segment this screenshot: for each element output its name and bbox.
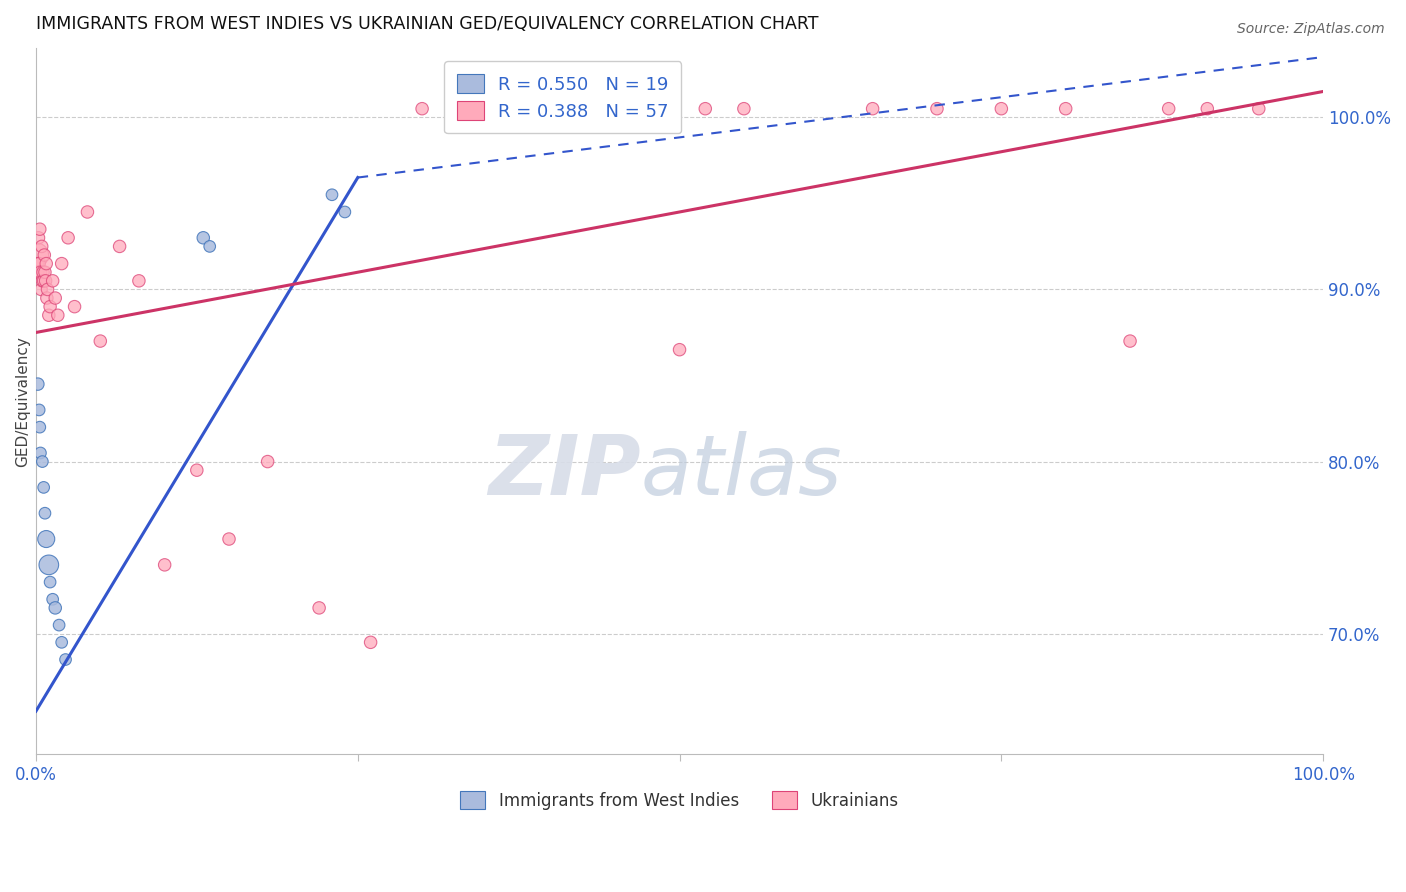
Point	[1157, 102, 1180, 116]
Point	[308, 600, 330, 615]
Point	[51, 257, 73, 271]
Point	[623, 102, 645, 116]
Point	[89, 334, 111, 348]
Point	[925, 102, 948, 116]
Point	[733, 102, 755, 116]
Point	[30, 265, 52, 279]
Point	[990, 102, 1012, 116]
Point	[25, 257, 48, 271]
Point	[578, 102, 600, 116]
Point	[256, 454, 278, 468]
Point	[41, 274, 63, 288]
Point	[56, 231, 79, 245]
Point	[41, 592, 63, 607]
Point	[76, 205, 98, 219]
Point	[34, 248, 56, 262]
Point	[25, 248, 48, 262]
Point	[39, 575, 62, 590]
Point	[862, 102, 884, 116]
Point	[475, 102, 498, 116]
Point	[193, 231, 215, 245]
Point	[1119, 334, 1142, 348]
Point	[108, 239, 131, 253]
Point	[35, 257, 58, 271]
Point	[360, 635, 382, 649]
Point	[411, 102, 433, 116]
Point	[198, 239, 221, 253]
Point	[37, 282, 59, 296]
Point	[333, 205, 356, 219]
Y-axis label: GED/Equivalency: GED/Equivalency	[15, 336, 31, 467]
Point	[218, 532, 240, 546]
Point	[48, 618, 70, 632]
Point	[30, 446, 52, 460]
Text: ZIP: ZIP	[488, 432, 641, 512]
Point	[32, 480, 55, 494]
Legend: Immigrants from West Indies, Ukrainians: Immigrants from West Indies, Ukrainians	[454, 784, 905, 816]
Point	[32, 274, 55, 288]
Point	[128, 274, 150, 288]
Point	[540, 102, 562, 116]
Point	[186, 463, 208, 477]
Point	[32, 265, 55, 279]
Point	[39, 300, 62, 314]
Point	[27, 265, 49, 279]
Point	[55, 652, 77, 666]
Point	[38, 558, 60, 572]
Point	[643, 102, 665, 116]
Point	[565, 102, 588, 116]
Point	[63, 300, 86, 314]
Point	[655, 102, 678, 116]
Point	[30, 282, 52, 296]
Point	[27, 377, 49, 392]
Text: IMMIGRANTS FROM WEST INDIES VS UKRAINIAN GED/EQUIVALENCY CORRELATION CHART: IMMIGRANTS FROM WEST INDIES VS UKRAINIAN…	[37, 15, 818, 33]
Point	[695, 102, 717, 116]
Point	[35, 291, 58, 305]
Point	[605, 102, 627, 116]
Point	[34, 506, 56, 520]
Point	[153, 558, 176, 572]
Point	[28, 257, 51, 271]
Point	[321, 187, 343, 202]
Point	[28, 222, 51, 236]
Text: Source: ZipAtlas.com: Source: ZipAtlas.com	[1237, 22, 1385, 37]
Text: atlas: atlas	[641, 432, 842, 512]
Point	[34, 265, 56, 279]
Point	[1247, 102, 1270, 116]
Point	[46, 308, 69, 322]
Point	[34, 274, 56, 288]
Point	[31, 454, 53, 468]
Point	[1197, 102, 1219, 116]
Point	[44, 291, 66, 305]
Point	[31, 274, 53, 288]
Point	[591, 102, 613, 116]
Point	[27, 231, 49, 245]
Point	[668, 343, 690, 357]
Point	[35, 532, 58, 546]
Point	[31, 239, 53, 253]
Point	[28, 420, 51, 434]
Point	[38, 308, 60, 322]
Point	[28, 403, 51, 417]
Point	[1054, 102, 1077, 116]
Point	[44, 600, 66, 615]
Point	[51, 635, 73, 649]
